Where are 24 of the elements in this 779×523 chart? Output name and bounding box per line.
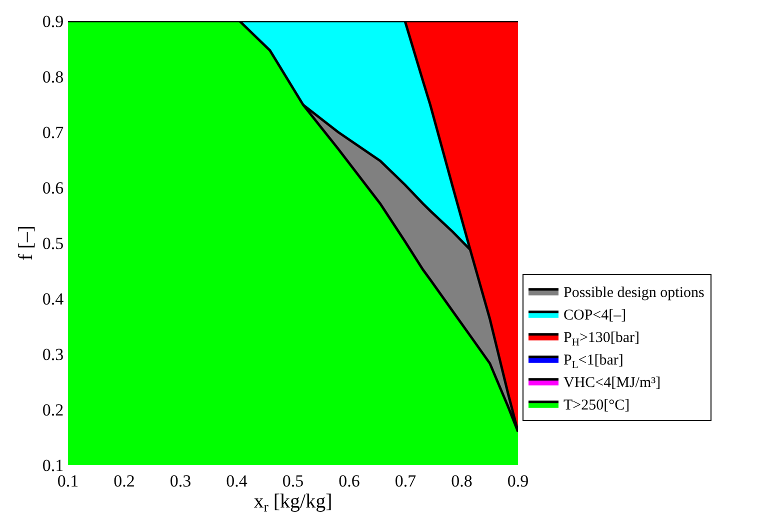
x-tick-label: 0.7 xyxy=(394,471,417,490)
x-tick-label: 0.3 xyxy=(170,471,192,490)
y-tick-label: 0.8 xyxy=(42,67,64,86)
x-tick-label: 0.4 xyxy=(226,471,248,490)
x-tick-label: 0.6 xyxy=(338,471,360,490)
y-tick-label: 0.5 xyxy=(42,234,64,253)
x-tick-label: 0.5 xyxy=(282,471,304,490)
x-tick-label: 0.9 xyxy=(507,471,529,490)
y-tick-label: 0.9 xyxy=(42,12,64,31)
legend-label: COP<4[–] xyxy=(564,308,626,324)
legend-label: Possible design options xyxy=(564,285,705,302)
y-tick-label: 0.3 xyxy=(42,344,64,364)
legend-label: P$_{L}$<1[bar] xyxy=(564,352,624,371)
x-axis-title: x$_{r}$ [kg/kg] xyxy=(254,490,332,516)
legend-label: P$_{H}$>130[bar] xyxy=(564,330,640,348)
y-tick-label: 0.2 xyxy=(42,400,64,420)
y-tick-label: 0.4 xyxy=(42,289,64,308)
x-tick-label: 0.8 xyxy=(451,471,472,490)
legend-label: VHC<4[MJ/m³] xyxy=(564,375,661,392)
x-tick-label: 0.2 xyxy=(114,471,135,490)
y-axis-title: f [–] xyxy=(14,226,37,260)
legend-label: T>250[°C] xyxy=(564,398,630,414)
y-tick-label: 0.6 xyxy=(42,178,64,198)
y-tick-label: 0.7 xyxy=(42,122,64,142)
